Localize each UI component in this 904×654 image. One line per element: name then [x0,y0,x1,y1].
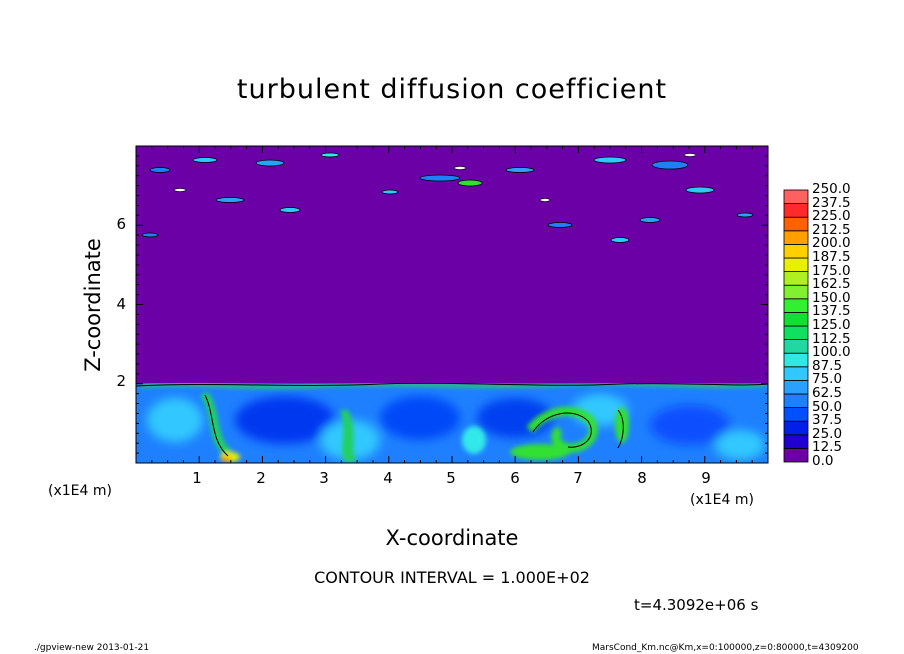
colorbar-tick-label: 175.0 [812,262,851,279]
x-tick-label: 6 [510,469,520,487]
y-tick-label: 6 [116,215,126,233]
footer-right: MarsCond_Km.nc@Km,x=0:100000,z=0:80000,t… [592,643,859,653]
colorbar-tick-label: 37.5 [812,412,843,429]
colorbar-tick-label: 212.5 [812,221,851,238]
colorbar-tick-label: 162.5 [812,276,851,293]
colorbar-swatch [783,284,809,300]
colorbar-tick-label: 25.0 [812,425,843,442]
colorbar-tick-label: 137.5 [812,303,851,320]
x-axis-label: X-coordinate [385,526,519,550]
contour-interval: CONTOUR INTERVAL = 1.000E+02 [314,568,590,587]
x-tick-label: 4 [383,469,393,487]
y-tick-label: 2 [116,372,126,390]
colorbar-tick-label: 112.5 [812,330,851,347]
colorbar-tick-label: 187.5 [812,249,851,265]
colorbar-swatch [783,379,809,395]
x-tick-label: 5 [446,469,456,487]
turbulent-layer [136,383,768,463]
colorbar-tick-label: 50.0 [812,398,843,415]
colorbar-tick-label: 200.0 [812,235,851,252]
colorbar-swatch [783,366,809,381]
y-axis-unit: (x1E4 m) [48,483,112,499]
colorbar-tick-label: 62.5 [812,385,843,401]
colorbar-swatch [783,257,809,273]
colorbar-swatch [783,243,809,259]
time-label: t=4.3092e+06 s [634,596,759,614]
colorbar [783,189,809,463]
x-tick-label: 2 [256,469,266,487]
colorbar-swatch [783,393,809,409]
footer-left: ./gpview-new 2013-01-21 [34,643,150,653]
x-tick-label: 8 [637,469,647,487]
colorbar-tick-label: 225.0 [812,208,851,225]
colorbar-swatch [783,407,809,422]
x-tick-label: 9 [701,469,711,487]
x-tick-label: 1 [192,469,202,487]
colorbar-swatch [783,216,809,232]
colorbar-tick-label: 250.0 [812,181,851,197]
colorbar-tick-label: 12.5 [812,439,843,456]
colorbar-swatch [783,447,809,463]
colorbar-tick-label: 0.0 [812,453,834,469]
colorbar-tick-label: 87.5 [812,357,843,374]
colorbar-swatch [783,271,809,286]
x-axis-unit: (x1E4 m) [690,492,754,508]
colorbar-swatch [783,434,809,449]
colorbar-swatch [783,339,809,354]
colorbar-swatch [783,189,809,205]
colorbar-tick-label: 237.5 [812,194,851,211]
colorbar-swatch [783,311,809,327]
colorbar-swatch [783,352,809,368]
colorbar-swatch [783,230,809,245]
colorbar-swatch [783,298,809,313]
colorbar-swatch [783,203,809,218]
colorbar-tick-label: 75.0 [812,371,843,388]
y-tick-label: 4 [116,295,126,313]
x-tick-label: 3 [319,469,329,487]
colorbar-swatch [783,325,809,341]
colorbar-tick-label: 125.0 [812,317,851,333]
colorbar-tick-label: 150.0 [812,289,851,306]
upper-turbulent-patches [141,152,754,243]
chart-title: turbulent diffusion coefficient [236,74,668,105]
colorbar-swatch [783,420,809,436]
x-tick-label: 7 [573,469,583,487]
axis-ticks [135,145,769,464]
colorbar-tick-label: 100.0 [812,344,851,361]
